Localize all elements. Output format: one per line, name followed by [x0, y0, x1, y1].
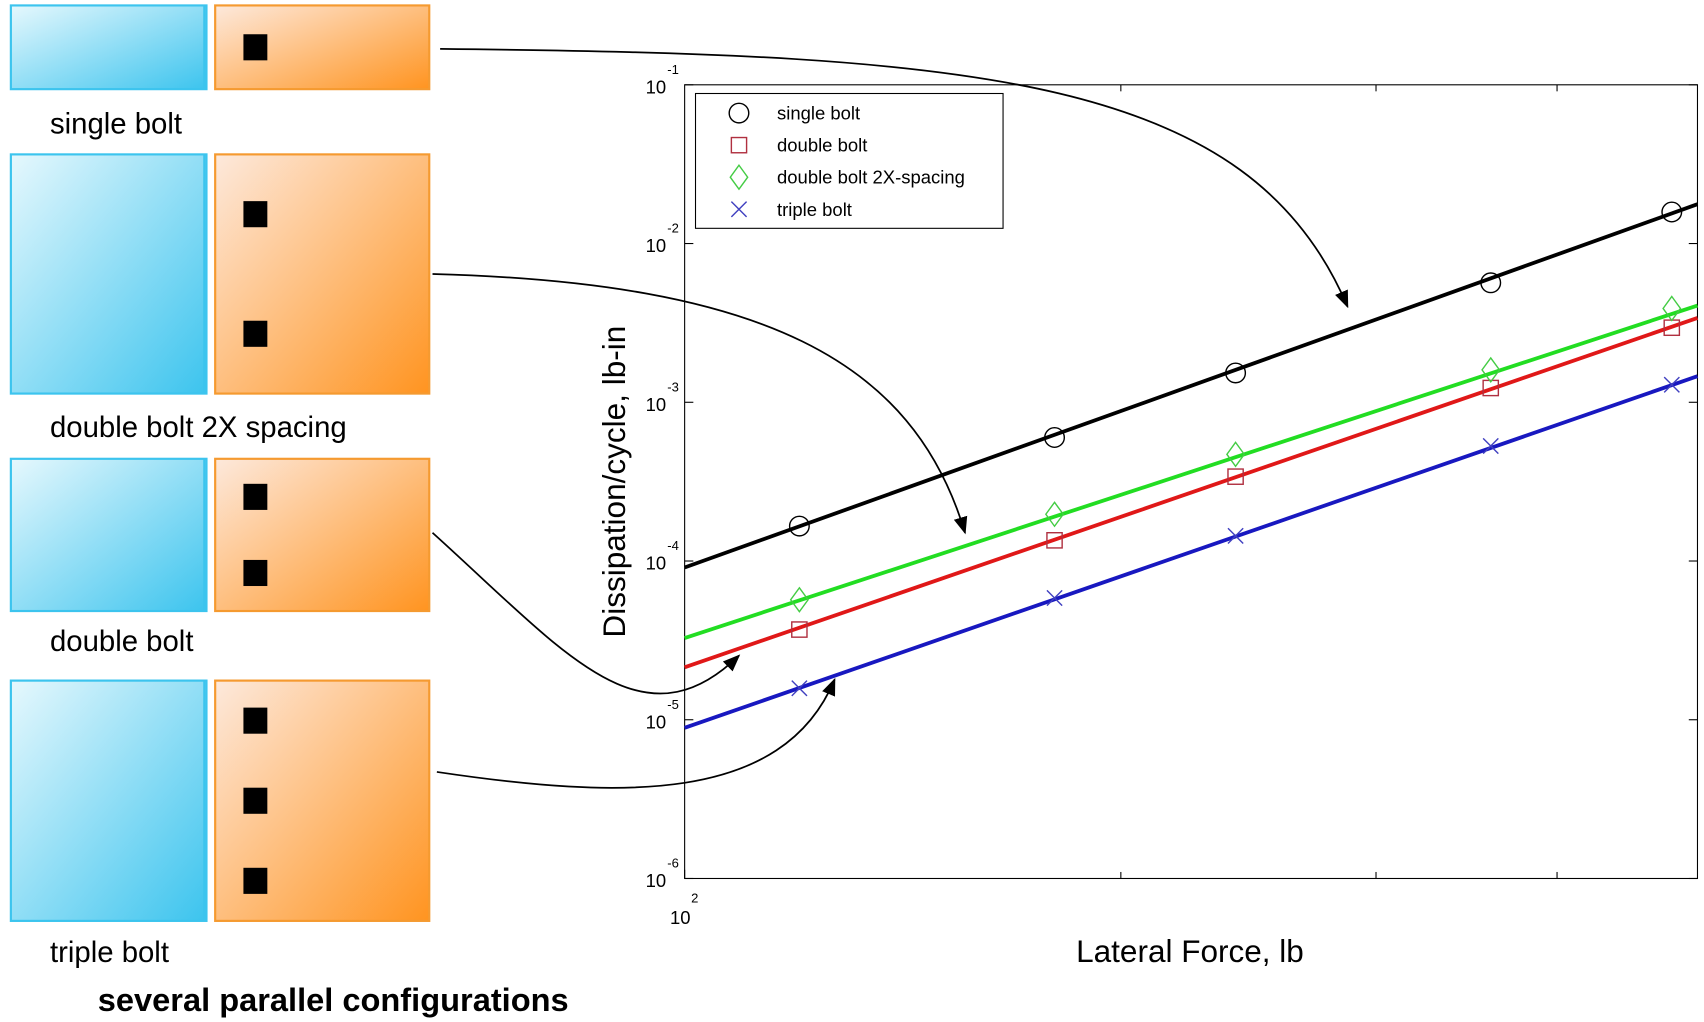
x-tick-label: 10 — [670, 907, 691, 928]
y-tick-exponent: -6 — [667, 856, 679, 871]
bolt — [243, 707, 268, 734]
beam-left — [9, 457, 208, 613]
marker-diamond — [1226, 441, 1246, 468]
marker-square — [730, 136, 748, 154]
arrows — [431, 48, 1349, 789]
marker-x — [1227, 527, 1244, 544]
y-tick-label: 10 — [646, 394, 667, 415]
x-tick-exponent: 2 — [691, 890, 698, 905]
config-label: single bolt — [50, 108, 182, 141]
beam-left — [9, 153, 208, 395]
marker-x — [1663, 376, 1680, 393]
legend-label: double bolt — [777, 135, 867, 156]
arrow — [431, 532, 741, 695]
bolt — [243, 787, 268, 814]
fit-line — [684, 303, 1699, 640]
marker-circle — [1225, 362, 1247, 384]
beam-left — [9, 679, 208, 922]
marker-x — [1482, 437, 1499, 455]
arrow — [432, 273, 968, 535]
fit-line — [684, 202, 1699, 570]
y-tick-exponent: -4 — [667, 538, 679, 553]
fit-line — [684, 316, 1699, 670]
y-tick-label: 10 — [646, 235, 667, 256]
y-tick-exponent: -5 — [667, 697, 679, 712]
marker-diamond — [729, 164, 749, 191]
config-label: triple bolt — [50, 936, 169, 969]
marker-square — [1046, 532, 1063, 549]
marker-x — [791, 680, 808, 697]
bolt — [243, 320, 268, 347]
marker-circle — [1044, 427, 1066, 448]
marker-circle — [1480, 272, 1502, 294]
y-tick-exponent: -1 — [667, 62, 679, 77]
config-label: double bolt 2X spacing — [50, 411, 347, 444]
y-tick-label: 10 — [646, 76, 667, 97]
marker-diamond — [1481, 356, 1501, 384]
plot-frame — [684, 84, 1699, 880]
legend-label: double bolt 2X-spacing — [777, 167, 965, 188]
y-tick-exponent: -3 — [667, 379, 679, 394]
arrow — [440, 48, 1349, 309]
marker-square — [1482, 379, 1500, 397]
legend-label: single bolt — [777, 103, 860, 124]
marker-circle — [788, 515, 810, 537]
beam-right — [214, 457, 431, 613]
y-tick-label: 10 — [646, 553, 667, 574]
y-tick-label: 10 — [646, 870, 667, 891]
bolt — [243, 559, 268, 587]
x-axis-label: Lateral Force, lb — [1076, 933, 1304, 969]
bolt — [243, 201, 268, 228]
legend: single bolt double bolt double bolt 2X-spa… — [694, 92, 1004, 229]
y-tick-exponent: -2 — [667, 221, 679, 236]
marker-circle — [1661, 201, 1683, 223]
beam-left — [9, 4, 208, 91]
marker-diamond — [789, 586, 809, 613]
bolt — [243, 483, 268, 510]
caption: several parallel configurations — [98, 981, 569, 1018]
marker-x — [730, 201, 748, 218]
config-label: double bolt — [50, 625, 193, 658]
bolt — [243, 867, 268, 894]
legend-box — [694, 92, 1004, 229]
bolt — [243, 34, 268, 61]
y-tick-label: 10 — [646, 711, 667, 732]
fit-line — [684, 374, 1699, 730]
y-axis-label: Dissipation/cycle, lb-in — [596, 326, 632, 638]
legend-label: triple bolt — [777, 199, 852, 220]
marker-square — [791, 621, 808, 638]
marker-circle — [728, 102, 750, 124]
marker-square — [1227, 468, 1244, 485]
marker-diamond — [1662, 295, 1682, 322]
beam-right — [214, 153, 431, 395]
marker-x — [1046, 589, 1063, 607]
marker-diamond — [1044, 501, 1065, 528]
